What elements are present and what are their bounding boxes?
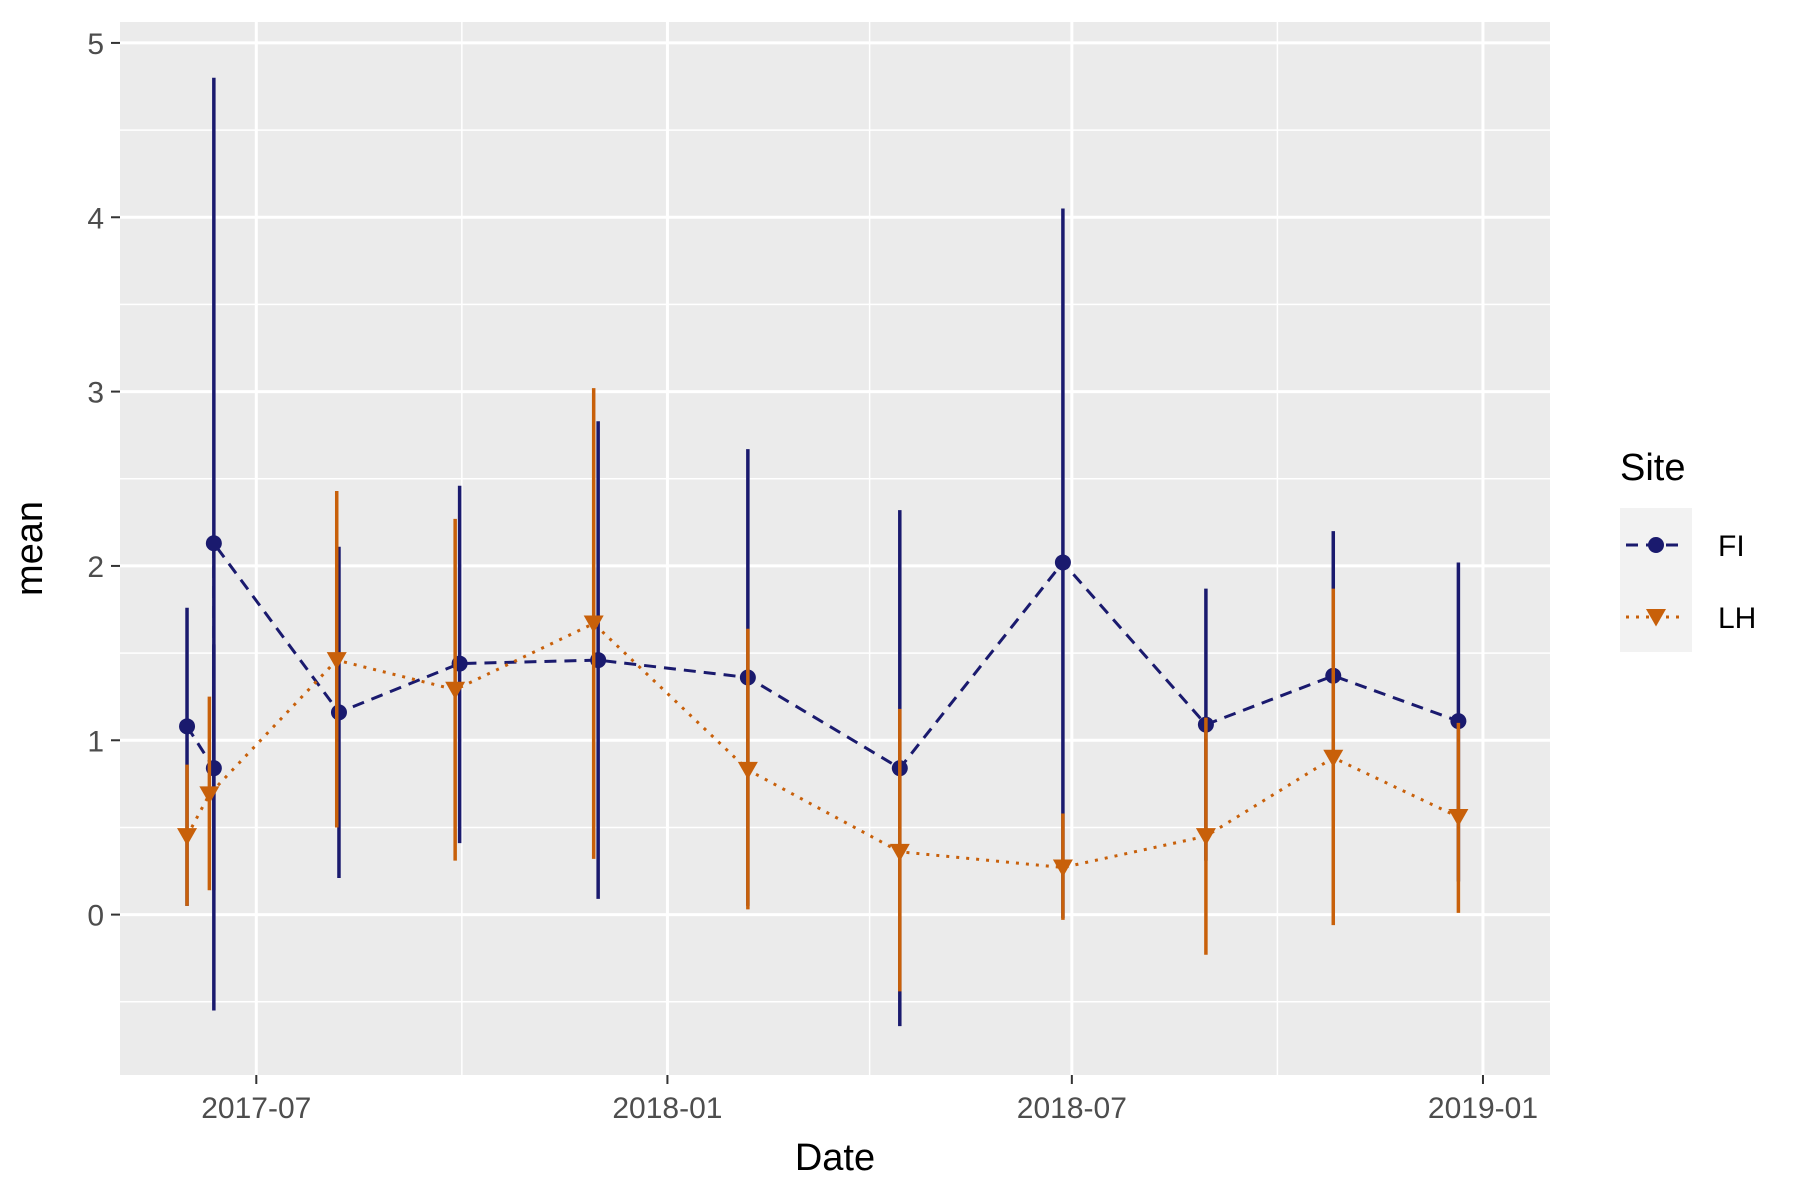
series-line (185, 538, 1459, 774)
y-tick-label: 4 (87, 202, 104, 235)
data-point (889, 843, 910, 862)
y-tick-label: 3 (87, 377, 104, 410)
data-point (1054, 554, 1071, 571)
x-tick-label: 2019-01 (1428, 1092, 1538, 1125)
data-point (1448, 808, 1469, 827)
x-axis-title: Date (795, 1137, 875, 1179)
data-point (1450, 713, 1467, 730)
data-point (199, 786, 220, 804)
x-tick-label: 2017-07 (201, 1092, 311, 1125)
data-point (1052, 859, 1073, 878)
y-axis-title: mean (9, 501, 51, 596)
data-point (445, 681, 466, 700)
legend-label: LH (1718, 602, 1756, 635)
x-tick-label: 2018-01 (612, 1092, 722, 1125)
data-point (330, 704, 347, 721)
legend-title: Site (1620, 447, 1685, 489)
legend: Site FI LH (1620, 447, 1756, 652)
legend-key-background (1620, 508, 1692, 652)
y-tick-label: 1 (87, 725, 104, 758)
data-point (1195, 828, 1216, 846)
legend-marker (1646, 609, 1666, 627)
data-point (737, 761, 758, 780)
data-point (205, 535, 222, 552)
x-tick-labels: 2017-07 2018-01 2018-07 2019-01 (201, 1092, 1538, 1125)
y-tick-labels: 0 1 2 3 4 5 (87, 28, 104, 933)
legend-marker (1648, 537, 1664, 553)
legend-item-FI: FI (1626, 530, 1745, 563)
y-tick-label: 5 (87, 28, 104, 61)
legend-label: FI (1718, 530, 1745, 563)
y-tick-label: 2 (87, 551, 104, 584)
series-LH (177, 388, 1469, 992)
data-point (1323, 749, 1344, 768)
minor-gridlines (120, 22, 1550, 1075)
legend-item-LH: LH (1626, 602, 1756, 635)
x-tick-label: 2018-07 (1017, 1092, 1127, 1125)
data-point (326, 652, 347, 670)
axis-tick-marks (111, 41, 1484, 1084)
y-tick-label: 0 (87, 900, 104, 933)
major-gridlines (120, 22, 1550, 1075)
series-layer (177, 77, 1469, 1027)
data-point (583, 615, 604, 633)
data-point (177, 828, 198, 846)
plot-panel-background (120, 22, 1550, 1075)
legend-items: FI LH (1626, 530, 1756, 635)
data-point (179, 718, 196, 735)
